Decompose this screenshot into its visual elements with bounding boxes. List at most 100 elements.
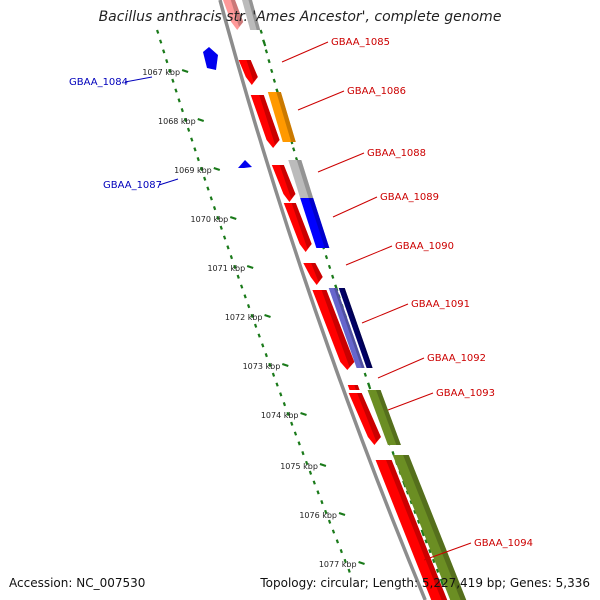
inner-tick-ring xyxy=(240,284,244,289)
outer-tick-ring xyxy=(424,539,428,544)
gene-leader-line xyxy=(361,303,409,324)
gene-feature-shade xyxy=(248,0,261,30)
inner-tick-ring xyxy=(316,490,320,495)
inner-tick-ring xyxy=(186,127,191,132)
gene-feature-shade xyxy=(311,263,323,282)
inner-tick-ring xyxy=(174,88,178,93)
inner-tick-ring xyxy=(222,235,227,240)
inner-tick-ring xyxy=(253,323,258,328)
gene-feature-shade xyxy=(321,290,355,367)
gene-leader-line xyxy=(281,41,329,63)
outer-tick-ring xyxy=(267,59,271,64)
gene-leader-line xyxy=(332,196,378,218)
inner-tick-ring xyxy=(156,29,160,34)
gene-feature-shade xyxy=(376,390,401,445)
inner-tick-ring xyxy=(312,480,316,485)
gene-feature-shade xyxy=(246,60,258,82)
inner-tick-ring xyxy=(343,558,347,564)
inner-tick-ring xyxy=(226,245,230,250)
inner-tick-ring xyxy=(183,117,188,123)
inner-major-tick xyxy=(213,166,221,172)
gene-feature-shade xyxy=(308,198,330,248)
inner-tick-ring xyxy=(212,206,217,211)
gene-leader-line xyxy=(377,357,425,379)
inner-tick-ring xyxy=(339,549,343,554)
gene-label: GBAA_1084 xyxy=(69,77,128,88)
inner-tick-ring xyxy=(257,333,261,338)
genome-summary-text: Topology: circular; Length: 5,227,419 bp… xyxy=(260,576,590,590)
outer-major-tick xyxy=(420,529,425,537)
gene-label: GBAA_1093 xyxy=(436,388,495,399)
inner-tick-ring xyxy=(335,539,340,544)
kbp-label: 1074 kbp xyxy=(261,411,299,420)
gene-leader-line xyxy=(423,542,472,561)
kbp-label: 1069 kbp xyxy=(174,166,212,175)
inner-tick-ring xyxy=(159,39,163,44)
outer-tick-ring xyxy=(432,558,436,564)
gene-feature-shade xyxy=(291,203,312,249)
kbp-label: 1067 kbp xyxy=(142,68,180,77)
gene-label: GBAA_1086 xyxy=(347,86,406,97)
gene-feature-shade xyxy=(385,460,448,600)
inner-tick-ring xyxy=(206,186,210,191)
reverse-gene-block xyxy=(238,160,252,168)
inner-tick-ring xyxy=(219,225,223,230)
inner-major-tick xyxy=(358,560,365,566)
inner-tick-ring xyxy=(203,176,207,181)
inner-tick-ring xyxy=(301,451,305,456)
gene-feature-shade xyxy=(279,165,296,199)
inner-tick-ring xyxy=(347,568,351,573)
outer-tick-ring xyxy=(416,519,421,524)
gene-label: GBAA_1087 xyxy=(103,180,162,191)
outer-tick-ring xyxy=(270,68,274,74)
gene-feature-shade xyxy=(333,288,365,368)
inner-tick-ring xyxy=(264,353,268,358)
kbp-label: 1072 kbp xyxy=(225,313,263,322)
inner-tick-ring xyxy=(297,441,301,446)
inner-major-tick xyxy=(197,117,205,123)
inner-tick-ring xyxy=(168,68,172,74)
kbp-label: 1077 kbp xyxy=(319,560,357,569)
inner-major-tick xyxy=(338,511,346,517)
gene-feature-shade xyxy=(354,385,360,390)
inner-tick-ring xyxy=(250,313,254,319)
outer-tick-ring xyxy=(259,29,263,34)
gene-label: GBAA_1085 xyxy=(331,37,390,48)
outer-tick-ring xyxy=(327,264,332,270)
outer-tick-ring xyxy=(264,49,269,54)
outer-tick-ring xyxy=(413,509,417,515)
outer-tick-ring xyxy=(272,78,276,83)
inner-major-tick xyxy=(229,215,237,221)
inner-tick-ring xyxy=(305,460,309,466)
gene-leader-line xyxy=(158,178,179,186)
inner-tick-ring xyxy=(246,304,251,309)
outer-major-tick xyxy=(439,578,444,586)
inner-tick-ring xyxy=(180,108,184,113)
kbp-label: 1068 kbp xyxy=(158,117,196,126)
inner-tick-ring xyxy=(331,529,336,534)
inner-tick-ring xyxy=(279,392,283,397)
inner-major-tick xyxy=(246,264,254,270)
inner-major-tick xyxy=(281,362,289,368)
inner-tick-ring xyxy=(293,431,298,436)
inner-tick-ring xyxy=(290,421,294,426)
inner-tick-ring xyxy=(171,78,175,83)
gene-feature-shade xyxy=(357,393,381,442)
gene-feature-shade xyxy=(342,288,373,368)
gene-leader-line xyxy=(345,245,393,266)
outer-tick-ring xyxy=(292,147,296,152)
outer-major-tick xyxy=(262,39,267,47)
accession-text: Accession: NC_007530 xyxy=(9,576,146,590)
inner-major-tick xyxy=(319,462,327,468)
inner-tick-ring xyxy=(177,98,181,103)
gene-label: GBAA_1094 xyxy=(474,538,533,549)
kbp-label: 1075 kbp xyxy=(280,462,318,471)
inner-tick-ring xyxy=(308,470,313,475)
outer-tick-ring xyxy=(435,568,440,573)
outer-tick-ring xyxy=(391,451,395,456)
gene-label: GBAA_1088 xyxy=(367,148,426,159)
inner-tick-ring xyxy=(320,500,324,505)
inner-major-tick xyxy=(264,313,271,319)
